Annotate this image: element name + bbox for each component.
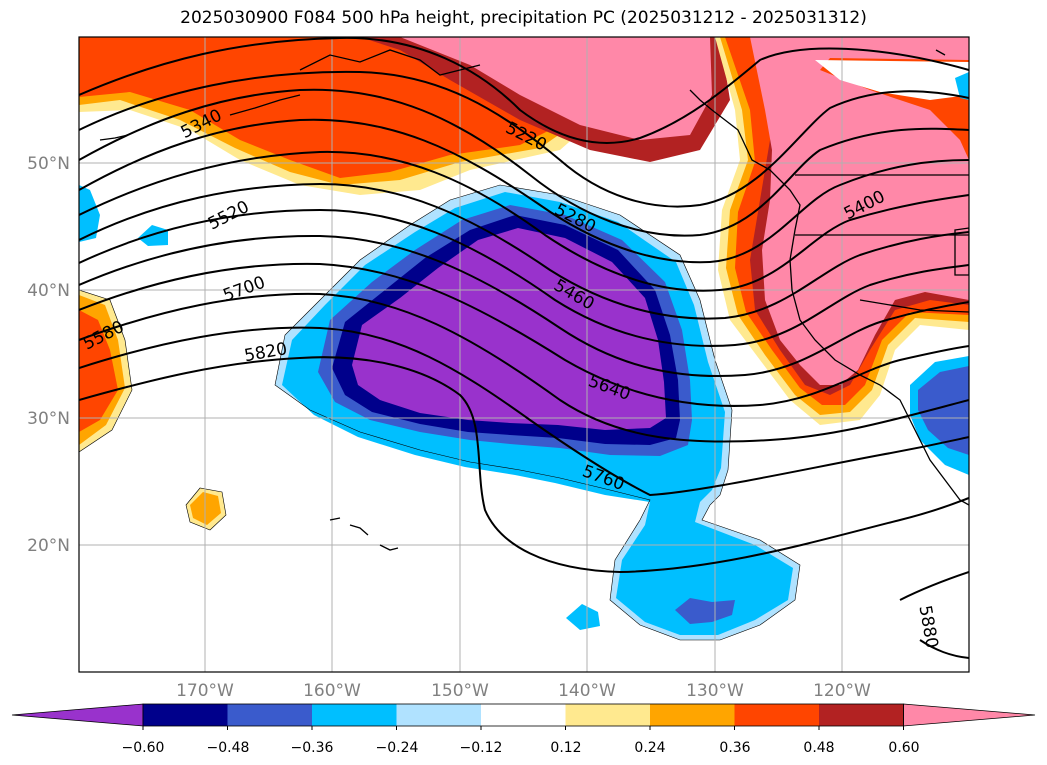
latitude-label: 50°N [27,154,70,174]
colorbar-tick-label: −0.24 [376,740,419,756]
latitude-label: 20°N [27,536,70,556]
colorbar-segment [819,704,904,726]
colorbar-segment [565,704,650,726]
longitude-label: 160°W [303,681,361,701]
longitude-label: 120°W [813,681,871,701]
contour-5220 [79,37,969,144]
latitude-label: 30°N [27,409,70,429]
longitude-label: 150°W [431,681,489,701]
anomaly-outlines [79,184,801,641]
negative-anomaly-mediumblue-se [918,366,969,455]
positive-anomaly-pink-ne [750,37,969,385]
contour-5400 [79,118,969,264]
contour-5460 [79,150,969,292]
colorbar-extend-low [11,703,144,727]
longitude-labels: 170°W 160°W 150°W 140°W 130°W 120°W [176,681,871,701]
negative-anomaly-mediumblue-small [675,598,735,624]
contour-5640 [79,234,969,378]
colorbar-extend-high [903,703,1036,727]
longitude-label: 130°W [686,681,744,701]
colorbar-tick-label: −0.12 [460,740,503,756]
colorbar-frame [142,703,904,727]
positive-anomaly-white-pocket [815,60,969,100]
colorbar-segment [143,704,228,726]
colorbar-tick-label: 0.36 [719,740,750,756]
contour-5340 [79,88,969,237]
colorbar-tick-label: −0.60 [122,740,165,756]
colorbar-segment [312,704,397,726]
longitude-label: 170°W [176,681,234,701]
latitude-labels: 50°N 40°N 30°N 20°N [27,154,70,556]
colorbar-tick-label: 0.12 [550,740,581,756]
contour-5520 [79,182,969,320]
colorbar-segment [481,704,566,726]
graticule [79,37,969,672]
contour-5880 [79,356,969,574]
colorbar-tick-label: −0.36 [291,740,334,756]
contour-5880-se [899,571,969,601]
longitude-label: 140°W [558,681,616,701]
contour-5880-se2 [919,639,969,659]
colorbar-tick-label: 0.48 [803,740,834,756]
latitude-label: 40°N [27,281,70,301]
positive-anomaly-red-w [79,310,118,432]
colorbar-segment [227,704,312,726]
contour-5760 [79,292,969,443]
colorbar-tick-label: −0.48 [207,740,250,756]
contour-5820 [79,326,969,497]
colorbar-segment [396,704,481,726]
colorbar-tick-label: 0.24 [634,740,665,756]
negative-anomaly-skyblue-nw [79,185,100,242]
contour-5580 [79,208,969,347]
positive-anomaly-pink-n [400,37,712,140]
precipitation-shading [79,37,969,672]
negative-anomaly-skyblue-ne [955,72,969,100]
colorbar-segment [650,704,735,726]
colorbar-tick-label: 0.60 [888,740,919,756]
map-frame [78,36,970,673]
negative-anomaly-skyblue-small [566,604,600,630]
colorbar-ticks: −0.60 −0.48 −0.36 −0.24 −0.12 0.12 0.24 … [122,740,920,756]
colorbar-segment [734,704,819,726]
map-title: 2025030900 F084 500 hPa height, precipit… [180,8,867,28]
height-contours [79,37,969,659]
coastlines [99,49,969,551]
contour-5280 [79,70,969,208]
colorbar [11,703,1036,730]
contour-5700 [79,262,969,407]
